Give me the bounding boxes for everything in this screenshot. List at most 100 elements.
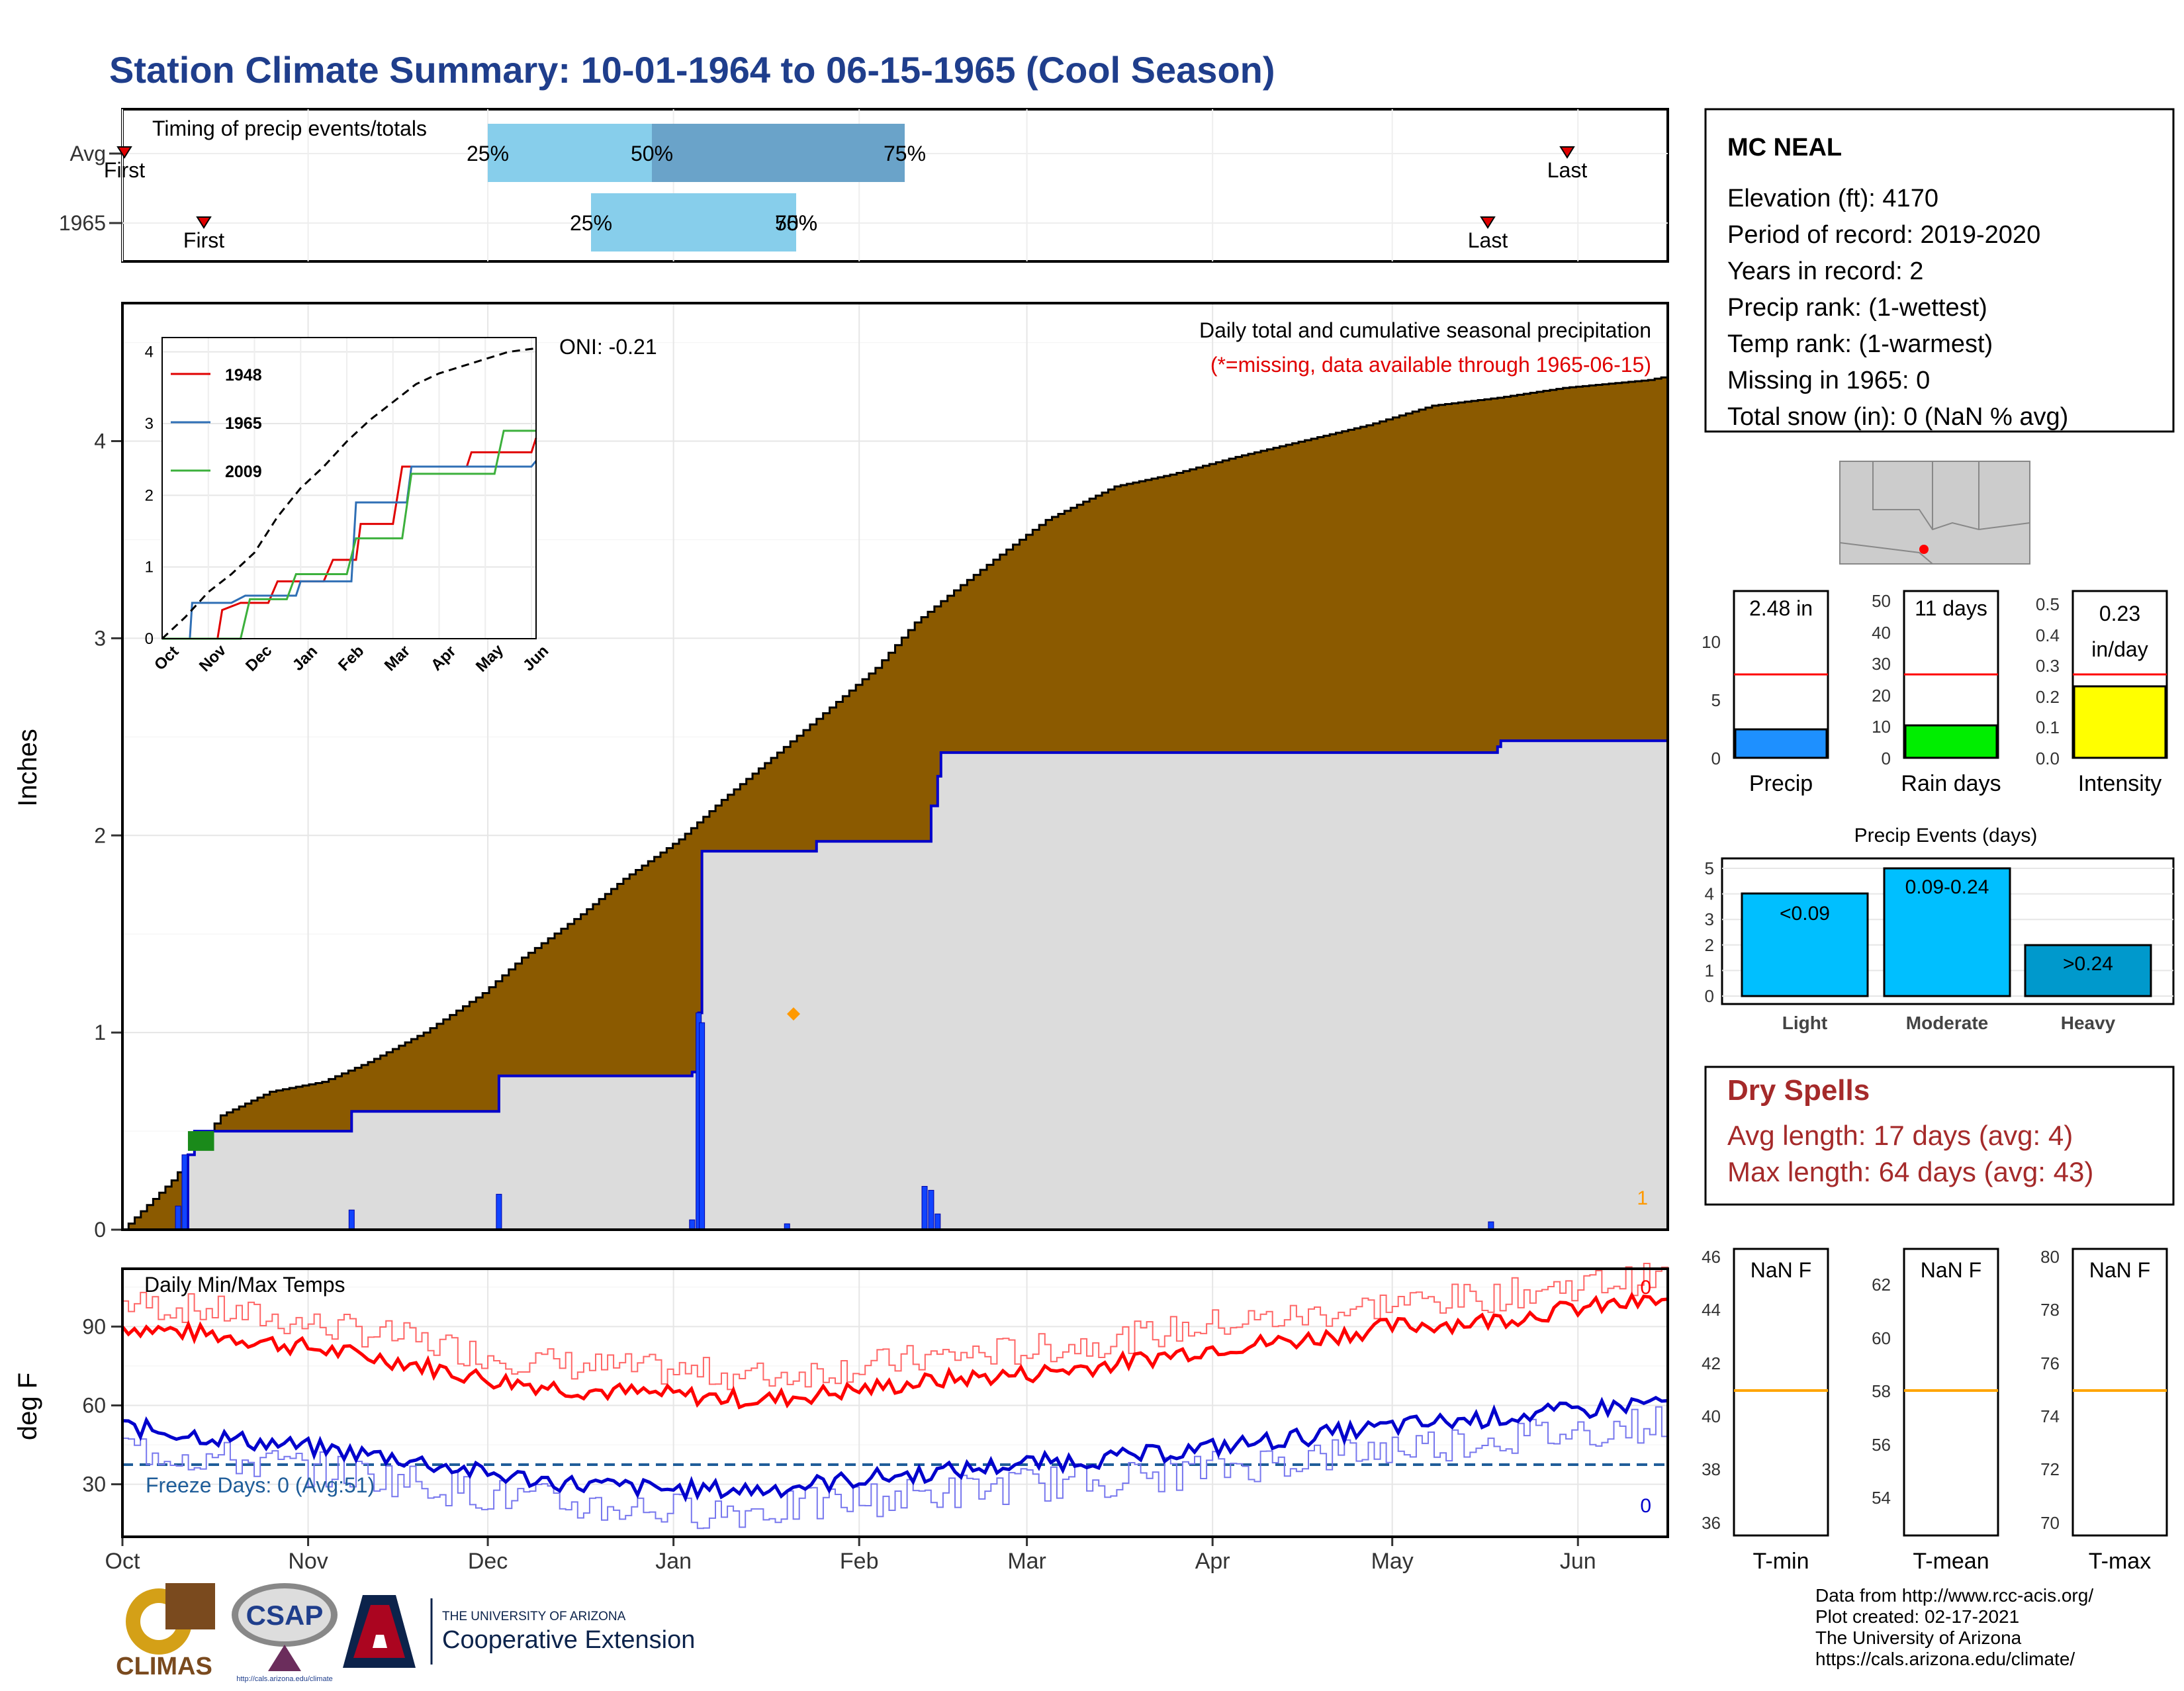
daily-precip-bar-1 xyxy=(181,1154,188,1230)
events-ytick-4: 4 xyxy=(1705,884,1714,904)
precip-ytick-0: 0 xyxy=(1711,749,1721,768)
rain-ytick-30: 30 xyxy=(1872,654,1891,674)
int-ytick-5: 0.5 xyxy=(2036,594,2060,614)
inset-legend-2009: 2009 xyxy=(225,463,262,481)
csap-logo: CSAP http://cals.arizona.edu/climate xyxy=(232,1583,338,1683)
tmax-ytick-78: 78 xyxy=(2040,1300,2060,1320)
station-info-box: MC NEAL Elevation (ft): 4170 Period of r… xyxy=(1704,108,2175,433)
tmax-ytick-76: 76 xyxy=(2040,1353,2060,1373)
xtick-mar: Mar xyxy=(1007,1549,1046,1574)
tsum-tmax: NaN F T-max 70 72 74 76 78 80 xyxy=(2040,1247,2168,1574)
temp-ytick-30: 30 xyxy=(82,1473,106,1496)
inset-ytick-4: 4 xyxy=(145,343,154,361)
rain-ytick-20: 20 xyxy=(1872,686,1891,706)
event-label-light: <0.09 xyxy=(1780,903,1830,925)
daily-precip-bar-2 xyxy=(348,1209,355,1230)
ua-logo: THE UNIVERSITY OF ARIZONA Cooperative Ex… xyxy=(343,1595,695,1668)
missing-note: (*=missing, data available through 1965-… xyxy=(1210,353,1651,377)
precip-ytick-2: 2 xyxy=(94,823,106,847)
inset-ytick-1: 1 xyxy=(145,559,154,576)
tmin-line xyxy=(122,1395,1668,1503)
tmean-ytick-56: 56 xyxy=(1872,1435,1891,1455)
tmin-ytick-46: 46 xyxy=(1702,1247,1721,1267)
rain-ytick-10: 10 xyxy=(1872,717,1891,737)
dry-spells-avg: Avg length: 17 days (avg: 4) xyxy=(1727,1120,2073,1151)
event-cat-light: Light xyxy=(1782,1013,1827,1033)
inset-line-2009 xyxy=(162,430,536,640)
csap-logo-text: CSAP xyxy=(246,1600,324,1631)
int-ytick-3: 0.3 xyxy=(2036,656,2060,676)
daily-precip-bar-6 xyxy=(699,1022,705,1230)
summary-rain-days: 11 days Rain days 0 10 20 30 40 50 xyxy=(1872,590,2001,796)
temp-ylabel: deg F xyxy=(13,1373,42,1440)
intensity-unit: in/day xyxy=(2091,637,2148,661)
tmean-ytick-60: 60 xyxy=(1872,1328,1891,1348)
precip-panel-title: Daily total and cumulative seasonal prec… xyxy=(1199,318,1651,342)
timing-avg-50: 50% xyxy=(631,142,673,165)
inset-chart: 1948 1965 2009 0 1 2 3 4 Oct Nov Dec Jan… xyxy=(145,337,552,676)
timing-panel: Timing of precip events/totals Avg 1965 … xyxy=(59,108,1669,263)
precip-ytick-5: 5 xyxy=(1711,690,1721,710)
events-ytick-2: 2 xyxy=(1705,935,1714,955)
precip-total-bar xyxy=(1734,728,1828,759)
precip-total-value: 2.48 in xyxy=(1749,596,1813,620)
event-cat-heavy: Heavy xyxy=(2061,1013,2116,1033)
summary-precip: 2.48 in Precip 0 5 10 xyxy=(1702,590,1829,796)
station-snow: Total snow (in): 0 (NaN % avg) xyxy=(1727,403,2068,431)
timing-row-avg: Avg xyxy=(69,142,106,165)
station-location-dot xyxy=(1919,545,1929,554)
timing-label: Timing of precip events/totals xyxy=(152,116,427,140)
dry-spells-title: Dry Spells xyxy=(1727,1074,1870,1107)
precip-ytick-1: 1 xyxy=(94,1021,106,1044)
intensity-label: Intensity xyxy=(2078,771,2162,796)
xtick-feb: Feb xyxy=(840,1549,879,1574)
station-temp-rank: Temp rank: (1-warmest) xyxy=(1727,330,1993,358)
event-bar-moderate xyxy=(1883,867,2011,997)
inset-legend-1948: 1948 xyxy=(225,366,262,385)
climas-logo: CLIMAS xyxy=(116,1583,215,1680)
tmin-ytick-44: 44 xyxy=(1702,1300,1721,1320)
temp-panel-title: Daily Min/Max Temps xyxy=(144,1273,345,1297)
tsum-tmin: NaN F T-min 36 38 40 42 44 46 xyxy=(1702,1247,1829,1574)
events-title: Precip Events (days) xyxy=(1854,825,2038,846)
int-ytick-1: 0.1 xyxy=(2036,717,2060,737)
timing-avg-75: 75% xyxy=(884,142,926,165)
tmin-ytick-38: 38 xyxy=(1702,1459,1721,1479)
station-elevation: Elevation (ft): 4170 xyxy=(1727,185,1938,212)
event-cat-moderate: Moderate xyxy=(1906,1013,1988,1033)
tmax-ytick-72: 72 xyxy=(2040,1459,2060,1479)
rain-days-label: Rain days xyxy=(1901,771,2001,796)
ua-name: THE UNIVERSITY OF ARIZONA xyxy=(442,1610,626,1623)
precip-ytick-4: 4 xyxy=(94,430,106,453)
precip-ylabel: Inches xyxy=(13,729,42,807)
timing-avg-last-marker xyxy=(1559,146,1575,159)
rain-days-bar xyxy=(1904,724,1998,759)
dry-spells-max: Max length: 64 days (avg: 43) xyxy=(1727,1156,2093,1187)
timing-row-1965: 1965 xyxy=(59,211,106,235)
tmax-missing: 0 xyxy=(1640,1277,1651,1299)
intensity-value: 0.23 xyxy=(2099,602,2140,625)
temp-panel: Daily Min/Max Temps Freeze Days: 0 (Avg:… xyxy=(13,1263,1669,1574)
max-daily-marker xyxy=(787,1007,800,1021)
station-name: MC NEAL xyxy=(1727,134,1842,161)
season-cumulative-area xyxy=(122,741,1668,1230)
timing-avg-q1-bar xyxy=(488,124,652,182)
daily-precip-bar-10 xyxy=(934,1213,941,1230)
tmean-value: NaN F xyxy=(1921,1258,1981,1282)
events-ytick-1: 1 xyxy=(1705,960,1714,980)
inset-frame-bg xyxy=(161,337,537,639)
event-bar-light xyxy=(1741,892,1869,997)
precip-ytick-3: 3 xyxy=(94,626,106,650)
xtick-jun: Jun xyxy=(1560,1549,1596,1574)
tmin-ytick-40: 40 xyxy=(1702,1406,1721,1426)
tmean-ytick-54: 54 xyxy=(1872,1488,1891,1508)
timing-1965-bar xyxy=(591,193,796,251)
credit-created: Plot created: 02-17-2021 xyxy=(1815,1606,2019,1627)
climas-logo-text: CLIMAS xyxy=(116,1653,212,1680)
tmin-value: NaN F xyxy=(1751,1258,1811,1282)
tmean-ytick-62: 62 xyxy=(1872,1275,1891,1295)
daily-precip-bar-8 xyxy=(921,1185,928,1230)
summary-intensity: 0.23 in/day Intensity 0.0 0.1 0.2 0.3 0.… xyxy=(2036,590,2168,796)
xtick-apr: Apr xyxy=(1195,1549,1230,1574)
